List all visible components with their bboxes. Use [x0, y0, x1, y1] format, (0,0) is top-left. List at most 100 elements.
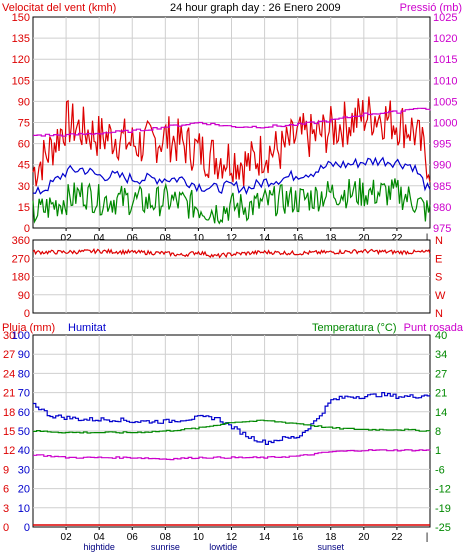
plot-area — [33, 392, 431, 526]
y2-tick-label: 1020 — [433, 33, 457, 45]
rain-tick-label: 3 — [3, 503, 9, 515]
plot-area — [32, 247, 431, 259]
x-axis: 02 04 06 08 10 12 14 16 18 20 22 | — [61, 228, 429, 244]
x-tick-label: 12 — [226, 233, 238, 244]
x-tick-label: 20 — [358, 233, 370, 244]
x-tick-end: | — [426, 233, 429, 244]
humidity-tick-label: 40 — [18, 445, 30, 457]
event-label-lowtide: lowtide — [209, 542, 237, 552]
humidity-tick-label: 80 — [18, 368, 30, 380]
x-tick-label: 02 — [61, 532, 73, 543]
y2-tick-label: N — [435, 235, 443, 247]
x-axis: 02 04 06 08 10 12 14 16 18 20 22 | — [61, 527, 429, 543]
series-pressure — [33, 107, 431, 137]
y-tick-label: 90 — [18, 290, 30, 302]
chart-title: 24 hour graph day : 26 Enero 2009 — [170, 2, 341, 14]
rain-tick-label: 30 — [3, 330, 15, 342]
x-tick-label: 18 — [325, 532, 337, 543]
series-humidity — [33, 392, 431, 445]
event-label-sunset: sunset — [317, 542, 344, 552]
rain-tick-label: 18 — [3, 407, 15, 419]
y-axis-right: 975 980 985 990 995 1000 1005 1010 1015 1020 1025 — [433, 12, 457, 235]
y2-tick-label: 975 — [433, 223, 451, 235]
y2-tick-label: 40 — [435, 330, 447, 342]
y-tick-label: 135 — [12, 33, 30, 45]
x-tick-label: 06 — [127, 233, 139, 244]
x-tick-label: 16 — [292, 532, 304, 543]
y2-tick-label: 1005 — [433, 96, 457, 108]
y-axis-right: -25 -19 -12 -6 1 8 14 21 27 34 40 — [435, 330, 451, 534]
y2-tick-label: 1 — [435, 445, 441, 457]
x-tick-label: 08 — [160, 532, 172, 543]
rain-tick-label: 24 — [3, 368, 15, 380]
y2-tick-label: 34 — [435, 349, 447, 361]
event-labels: hightide sunrise lowtide sunset — [83, 542, 344, 552]
humidity-tick-label: 0 — [24, 522, 30, 534]
y-tick-label: 45 — [18, 160, 30, 172]
event-label-sunrise: sunrise — [151, 542, 180, 552]
y2-tick-label: 990 — [433, 160, 451, 172]
x-tick-label: 10 — [193, 233, 205, 244]
y-tick-label: 180 — [12, 272, 30, 284]
y2-tick-label: 995 — [433, 139, 451, 151]
grid — [33, 240, 430, 313]
y-tick-label: 0 — [24, 223, 30, 235]
plot-area — [32, 96, 431, 225]
x-tick-label: 18 — [325, 233, 337, 244]
event-label-hightide: hightide — [83, 542, 115, 552]
x-tick-label: 04 — [94, 532, 106, 543]
y-axis-left: 0 90 180 270 360 — [12, 235, 30, 320]
x-tick-end: | — [426, 532, 429, 543]
x-tick-label: 16 — [292, 233, 304, 244]
wind-axis-title: Velocitat del vent (kmh) — [2, 2, 116, 14]
y2-tick-label: -25 — [435, 522, 451, 534]
humidity-tick-label: 20 — [18, 484, 30, 496]
rain-tick-label: 15 — [3, 426, 15, 438]
humidity-tick-label: 90 — [18, 349, 30, 361]
series-wind_avg — [32, 156, 431, 195]
series-wind_direction — [32, 247, 431, 259]
x-tick-label: 14 — [259, 233, 271, 244]
temperature-axis-title: Temperatura (°C) — [312, 322, 396, 334]
y-tick-label: 90 — [18, 96, 30, 108]
y-tick-label: 60 — [18, 139, 30, 151]
y2-tick-label: 1010 — [433, 75, 457, 87]
rain-tick-label: 0 — [3, 522, 9, 534]
y2-tick-label: S — [435, 272, 442, 284]
x-tick-label: 02 — [61, 233, 73, 244]
dewpoint-axis-title: Punt rosada — [404, 322, 464, 334]
y2-tick-label: 1015 — [433, 54, 457, 66]
y-axis-rain: 0 3 6 9 12 15 18 21 24 27 30 — [3, 330, 15, 534]
y2-tick-label: W — [435, 290, 446, 302]
y2-tick-label: 21 — [435, 388, 447, 400]
y-tick-label: 150 — [12, 12, 30, 24]
y2-tick-label: 14 — [435, 407, 447, 419]
rain-tick-label: 9 — [3, 464, 9, 476]
series-dewpoint — [33, 449, 431, 461]
rain-tick-label: 12 — [3, 445, 15, 457]
y-tick-label: 360 — [12, 235, 30, 247]
y-axis-humidity: 0 10 20 30 40 50 60 70 80 90 100 — [12, 330, 30, 534]
humidity-tick-label: 30 — [18, 464, 30, 476]
x-tick-label: 12 — [226, 532, 238, 543]
pressure-axis-title: Pressió (mb) — [400, 2, 462, 14]
y2-tick-label: 27 — [435, 368, 447, 380]
rain-tick-label: 21 — [3, 388, 15, 400]
series-temperature — [33, 419, 431, 434]
y-tick-label: 15 — [18, 202, 30, 214]
humidity-tick-label: 10 — [18, 503, 30, 515]
rain-tick-label: 27 — [3, 349, 15, 361]
y2-tick-label: 980 — [433, 202, 451, 214]
y2-tick-label: -6 — [435, 464, 445, 476]
x-tick-label: 10 — [193, 532, 205, 543]
y2-tick-label: E — [435, 253, 442, 265]
y2-tick-label: 8 — [435, 426, 441, 438]
rain-tick-label: 6 — [3, 484, 9, 496]
humidity-axis-title: Humitat — [68, 322, 106, 334]
y2-tick-label: -12 — [435, 484, 451, 496]
y-tick-label: 270 — [12, 253, 30, 265]
humidity-tick-label: 50 — [18, 426, 30, 438]
